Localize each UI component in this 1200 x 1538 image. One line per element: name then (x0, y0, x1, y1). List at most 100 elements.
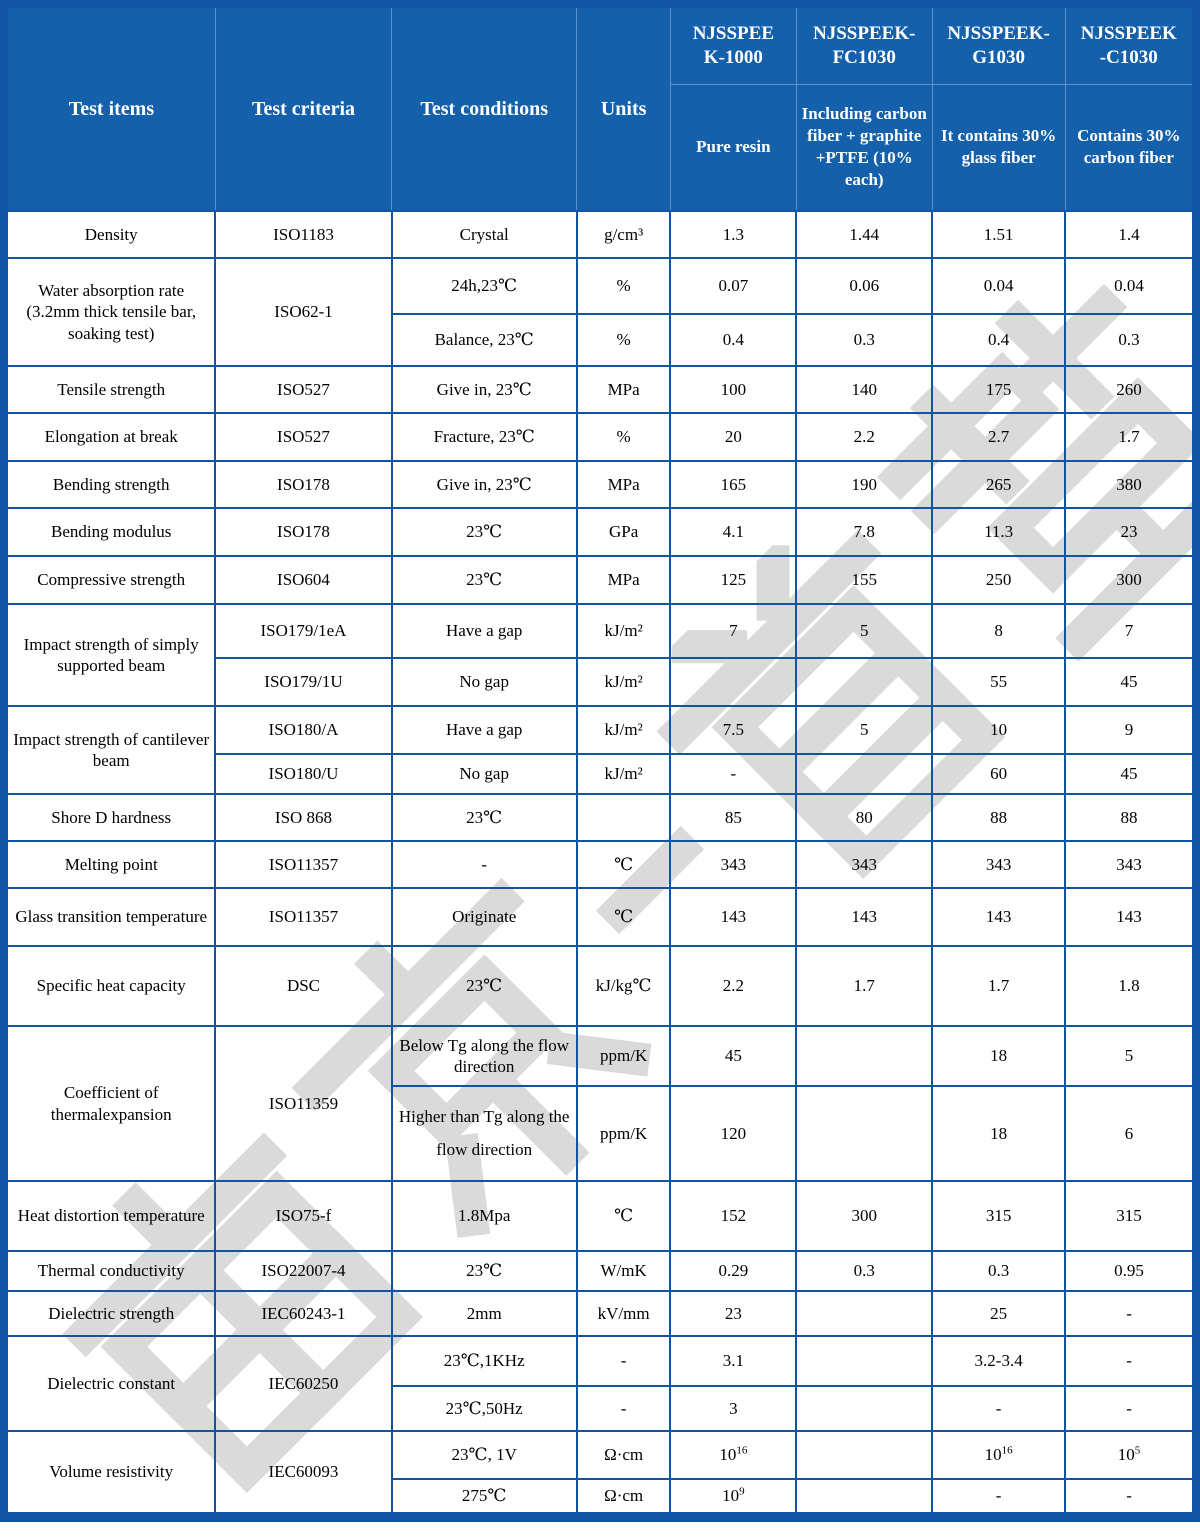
cell-value: 60 (931, 753, 1067, 795)
cell-value (795, 1290, 934, 1337)
cell-item: Impact strength of cantilever beam (2, 705, 217, 795)
cell-criteria: IEC60093 (214, 1430, 393, 1518)
cell-value: 0.29 (669, 1250, 798, 1292)
cell-value: 143 (931, 887, 1067, 947)
cell-value: - (1064, 1290, 1197, 1337)
cell-value: 6 (1064, 1085, 1197, 1182)
cell-condition: Higher than Tg along the flow direction (390, 1085, 578, 1182)
cell-value: 100 (669, 365, 798, 414)
cell-value: 0.4 (931, 313, 1067, 367)
product-desc-fc1030: Including carbon fiber + graphite +PTFE … (795, 83, 933, 212)
cell-criteria: IEC60250 (214, 1335, 393, 1432)
cell-value: 0.3 (795, 313, 934, 367)
product-desc-g1030: It contains 30% glass fiber (931, 83, 1066, 212)
cell-value: 0.3 (795, 1250, 934, 1292)
cell-item: Density (2, 210, 217, 259)
cell-unit: - (575, 1335, 672, 1387)
cell-value: 8 (931, 603, 1067, 659)
cell-criteria: DSC (214, 945, 393, 1027)
cell-value: 3 (669, 1385, 798, 1432)
product-header-k1000: NJSSPEE K-1000 (669, 3, 797, 85)
cell-value: 260 (1064, 365, 1197, 414)
cell-value: 0.4 (669, 313, 798, 367)
product-header-c1030: NJSSPEEK -C1030 (1064, 3, 1197, 85)
cell-value: 2.2 (669, 945, 798, 1027)
cell-value: 1.44 (795, 210, 934, 259)
cell-unit: kJ/kg℃ (575, 945, 672, 1027)
table-row: Impact strength of cantilever beam ISO18… (2, 705, 1197, 795)
table-row: Bending strength ISO178 Give in, 23℃ MPa… (2, 460, 1197, 509)
cell-condition: 275℃ (390, 1478, 578, 1518)
cell-value: 7.5 (669, 705, 798, 755)
cell-unit: W/mK (575, 1250, 672, 1292)
cell-value: 165 (669, 460, 798, 509)
cell-unit: Ω·cm (575, 1430, 672, 1480)
cell-value: 300 (795, 1180, 934, 1252)
cell-criteria: ISO604 (214, 555, 393, 605)
cell-criteria: ISO527 (214, 412, 393, 462)
cell-value: - (669, 753, 798, 795)
cell-value: 2.7 (931, 412, 1067, 462)
product-desc-c1030: Contains 30% carbon fiber (1064, 83, 1197, 212)
table-row: Impact strength of simply supported beam… (2, 603, 1197, 707)
cell-item: Water absorption rate (3.2mm thick tensi… (2, 257, 217, 367)
cell-value (795, 657, 934, 707)
col-header-test-conditions: Test conditions (391, 3, 578, 212)
cell-value: 45 (669, 1025, 798, 1087)
cell-value: 55 (931, 657, 1067, 707)
cell-value (795, 1335, 934, 1387)
cell-unit: kJ/m² (575, 657, 672, 707)
table-row: Thermal conductivity ISO22007-4 23℃ W/mK… (2, 1250, 1197, 1292)
table-row: Balance, 23℃ % 0.4 0.3 0.4 0.3 (4, 313, 1197, 367)
cell-value: - (931, 1385, 1067, 1432)
cell-value: 125 (669, 555, 798, 605)
cell-value: 143 (1064, 887, 1197, 947)
cell-condition: Have a gap (390, 705, 578, 755)
cell-value: 18 (931, 1085, 1067, 1182)
col-header-test-items: Test items (3, 3, 216, 212)
cell-condition: Balance, 23℃ (390, 313, 578, 367)
cell-value: 18 (931, 1025, 1067, 1087)
cell-value: 0.3 (1064, 313, 1197, 367)
cell-value: 343 (669, 840, 798, 889)
cell-unit: ppm/K (575, 1025, 672, 1087)
cell-criteria: ISO527 (214, 365, 393, 414)
cell-criteria: ISO180/A (214, 705, 393, 755)
cell-value: 0.04 (931, 257, 1067, 315)
cell-unit: ℃ (575, 887, 672, 947)
cell-value: 380 (1064, 460, 1197, 509)
table-row: Coefficient of thermalexpansion ISO11359… (2, 1025, 1197, 1182)
cell-condition: Originate (390, 887, 578, 947)
cell-condition: 23℃,1KHz (390, 1335, 578, 1387)
cell-unit: % (575, 412, 672, 462)
cell-criteria: ISO1183 (214, 210, 393, 259)
cell-value: 315 (931, 1180, 1067, 1252)
cell-unit: g/cm³ (575, 210, 672, 259)
cell-value: 1.51 (931, 210, 1067, 259)
cell-condition: 2mm (390, 1290, 578, 1337)
cell-unit: GPa (575, 507, 672, 557)
cell-unit: % (575, 257, 672, 315)
cell-item: Thermal conductivity (2, 1250, 217, 1292)
cell-condition: 23℃ (390, 507, 578, 557)
cell-condition: 23℃, 1V (390, 1430, 578, 1480)
cell-value: 0.04 (1064, 257, 1197, 315)
cell-value: 175 (931, 365, 1067, 414)
cell-value: 250 (931, 555, 1067, 605)
cell-condition: 23℃ (390, 1250, 578, 1292)
cell-criteria: ISO62-1 (214, 257, 393, 367)
cell-criteria: ISO11359 (214, 1025, 393, 1182)
cell-value: 105 (1064, 1430, 1197, 1480)
cell-value: 23 (1064, 507, 1197, 557)
cell-item: Specific heat capacity (2, 945, 217, 1027)
cell-unit: ℃ (575, 840, 672, 889)
cell-value: 143 (669, 887, 798, 947)
table-row: Tensile strength ISO527 Give in, 23℃ MPa… (2, 365, 1197, 414)
cell-item: Volume resistivity (2, 1430, 217, 1518)
cell-value: 7 (669, 603, 798, 659)
cell-value: 143 (795, 887, 934, 947)
cell-value: 1016 (669, 1430, 798, 1480)
cell-item: Tensile strength (2, 365, 217, 414)
product-header-g1030: NJSSPEEK- G1030 (931, 3, 1066, 85)
cell-condition: Have a gap (390, 603, 578, 659)
